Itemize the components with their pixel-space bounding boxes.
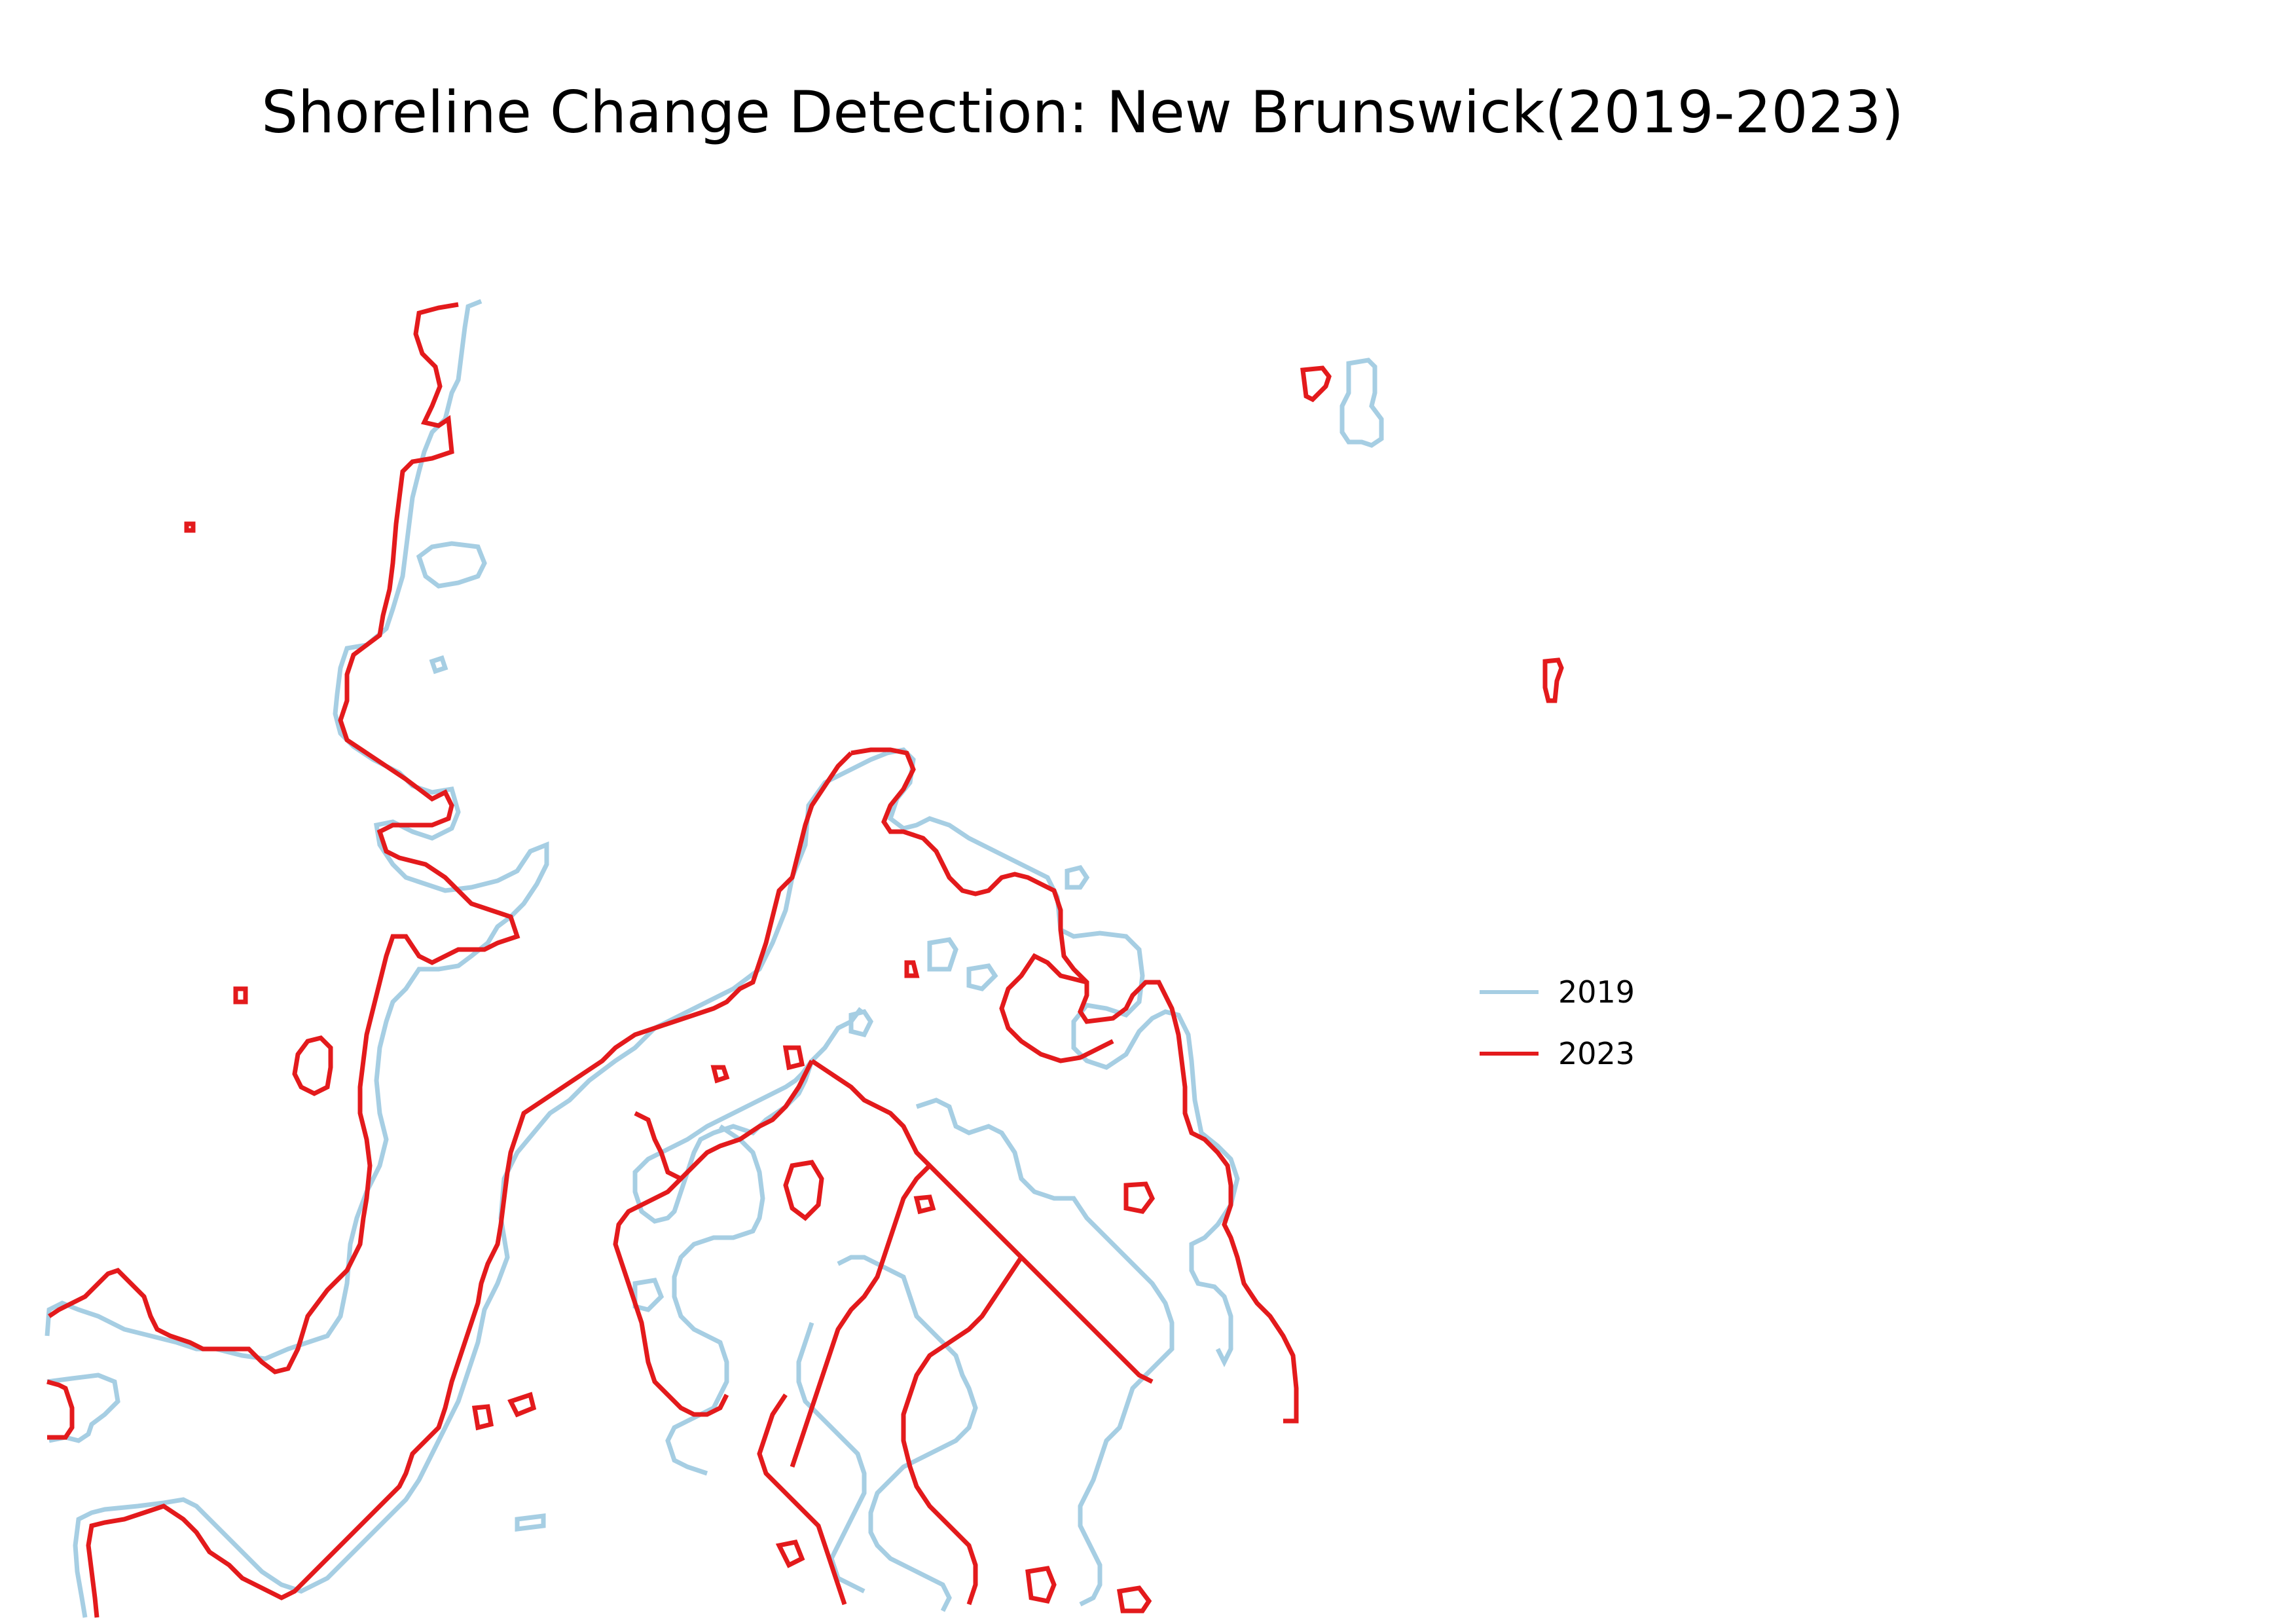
map-legend: 2019 2023 (1480, 961, 1635, 1084)
shoreline-2023-inner-bay-4 (790, 1164, 932, 1468)
shoreline-2019-east-bay (886, 747, 1240, 1367)
island-2023-a (233, 986, 248, 1005)
island-2019-c (966, 963, 998, 991)
map-title: Shoreline Change Detection: New Brunswic… (261, 79, 1904, 146)
island-2023-b (292, 1035, 333, 1096)
shoreline-2023-inner-bay (634, 1060, 814, 1182)
legend-label-2019: 2019 (1558, 974, 1635, 1010)
legend-item-2019: 2019 (1480, 961, 1635, 1023)
island-2023-d (710, 1065, 730, 1084)
shoreline-2023-central-peninsula (86, 751, 853, 1618)
shoreline-2023-inner-bay-3 (811, 1059, 1154, 1384)
legend-label-2023: 2023 (1558, 1036, 1635, 1071)
island-2023-h (1123, 1181, 1156, 1214)
shoreline-2019-inner-bay-5 (796, 1321, 867, 1594)
shoreline-2019-inner-bay-4 (837, 1255, 978, 1612)
shoreline-2019-west-coast (45, 299, 549, 1361)
island-2023-west-dot (184, 521, 196, 533)
shoreline-2023-inner-bay-6 (757, 1393, 847, 1606)
island-2023-c (904, 960, 920, 978)
island-2023-i (507, 1392, 537, 1418)
shoreline-2019-inner-bay (632, 1006, 863, 1224)
shoreline-2019-inner-bay-3 (915, 1098, 1175, 1607)
shoreline-2019-inner-bay-2 (665, 1124, 765, 1476)
island-2019-h (416, 541, 487, 589)
island-2023-l (1116, 1585, 1152, 1614)
island-2023-g (913, 1194, 936, 1215)
island-2023-f (783, 1160, 824, 1221)
island-2019-g (429, 655, 448, 674)
legend-swatch-2019 (1480, 990, 1539, 994)
shoreline-2019-west-loop (46, 1373, 120, 1443)
shoreline-2023-inner-bay-2 (613, 1177, 729, 1417)
island-2023-m (1025, 1566, 1057, 1604)
island-2019-a (1065, 865, 1090, 890)
island-2023-e (782, 1045, 805, 1071)
shoreline-2023-layer (46, 302, 1564, 1618)
island-2019-e (632, 1278, 665, 1312)
island-2019-d (848, 1009, 874, 1038)
island-2019-north (1339, 358, 1384, 448)
island-2019-b (927, 937, 958, 972)
shoreline-2019-layer (45, 299, 1384, 1618)
island-2023-east (1542, 657, 1564, 703)
shoreline-2019-central-peninsula (73, 750, 888, 1618)
shoreline-2023-west-loop (46, 1379, 75, 1440)
shoreline-2023-west-coast (48, 302, 520, 1375)
shoreline-2023-inner-bay-5 (901, 1256, 1023, 1606)
island-2023-j (471, 1404, 494, 1431)
legend-item-2023: 2023 (1480, 1023, 1635, 1084)
island-2019-f (515, 1513, 546, 1532)
shoreline-2023-east-bay (850, 747, 1299, 1424)
shoreline-2023-east-bay-2 (999, 953, 1114, 1063)
island-2023-north (1300, 365, 1332, 403)
island-2023-k (775, 1539, 805, 1568)
legend-swatch-2023 (1480, 1052, 1539, 1056)
